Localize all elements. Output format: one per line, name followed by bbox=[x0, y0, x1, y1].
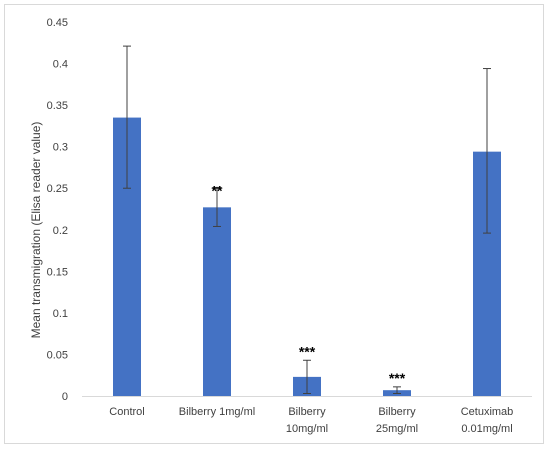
significance-marker: ** bbox=[212, 182, 223, 198]
y-tick-label: 0.25 bbox=[47, 183, 68, 195]
y-tick-label: 0.1 bbox=[53, 308, 68, 320]
y-tick-label: 0 bbox=[62, 391, 68, 403]
bar bbox=[203, 207, 231, 396]
x-tick-label: Cetuximab bbox=[461, 406, 514, 418]
y-tick-label: 0.45 bbox=[47, 17, 68, 29]
x-tick-label: Control bbox=[109, 406, 144, 418]
y-tick-label: 0.3 bbox=[53, 142, 68, 154]
y-axis-label: Mean transmigration (Elisa reader value) bbox=[29, 122, 43, 339]
error-bar bbox=[213, 186, 221, 227]
x-tick-label: 0.01mg/ml bbox=[461, 423, 512, 435]
x-tick-label: Bilberry bbox=[378, 406, 416, 418]
error-bar bbox=[393, 386, 401, 395]
x-tick-label: Bilberry 1mg/ml bbox=[179, 406, 255, 418]
significance-marker: *** bbox=[299, 343, 316, 359]
error-bar bbox=[303, 359, 311, 395]
x-tick-label: Bilberry bbox=[288, 406, 326, 418]
y-tick-label: 0.05 bbox=[47, 349, 68, 361]
y-tick-label: 0.2 bbox=[53, 225, 68, 237]
y-tick-label: 0.35 bbox=[47, 100, 68, 112]
y-tick-label: 0.4 bbox=[53, 59, 68, 71]
significance-marker: *** bbox=[389, 370, 406, 386]
error-bar bbox=[483, 68, 491, 234]
x-tick-label: 25mg/ml bbox=[376, 423, 418, 435]
chart-frame bbox=[4, 4, 544, 444]
x-tick-label: 10mg/ml bbox=[286, 423, 328, 435]
error-bar bbox=[123, 45, 131, 189]
y-tick-label: 0.15 bbox=[47, 266, 68, 278]
